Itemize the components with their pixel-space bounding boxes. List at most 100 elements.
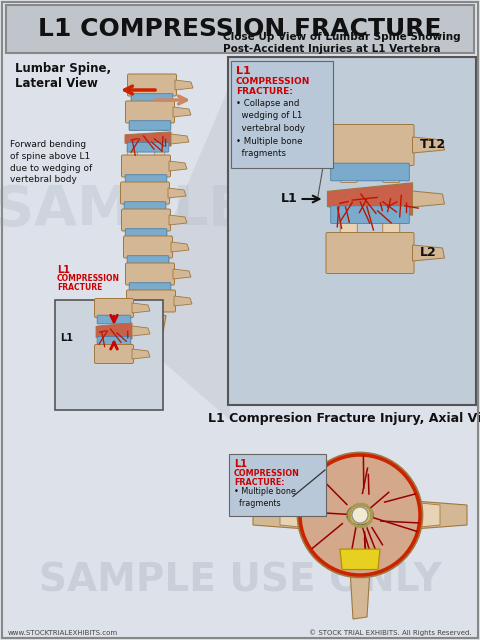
Polygon shape xyxy=(173,269,191,279)
FancyBboxPatch shape xyxy=(132,282,142,292)
Polygon shape xyxy=(412,137,444,153)
FancyBboxPatch shape xyxy=(155,200,165,211)
FancyBboxPatch shape xyxy=(129,283,171,292)
Polygon shape xyxy=(414,501,467,529)
FancyBboxPatch shape xyxy=(383,168,400,182)
FancyBboxPatch shape xyxy=(95,298,133,317)
FancyBboxPatch shape xyxy=(124,202,166,211)
FancyBboxPatch shape xyxy=(129,121,171,131)
FancyBboxPatch shape xyxy=(331,206,409,223)
Polygon shape xyxy=(253,501,306,529)
FancyBboxPatch shape xyxy=(131,93,173,103)
FancyBboxPatch shape xyxy=(97,337,131,345)
Polygon shape xyxy=(171,134,189,144)
Text: SAMPLE USE ONLY: SAMPLE USE ONLY xyxy=(39,561,441,599)
Text: COMPRESSION: COMPRESSION xyxy=(57,274,120,283)
FancyBboxPatch shape xyxy=(97,315,131,324)
Text: L1 Compresion Fracture Injury, Axial View: L1 Compresion Fracture Injury, Axial Vie… xyxy=(208,412,480,425)
Polygon shape xyxy=(132,303,150,313)
Polygon shape xyxy=(96,323,132,339)
FancyBboxPatch shape xyxy=(125,175,167,184)
Text: • Collapse and
  wedging of L1
  vertebral body
• Multiple bone
  fragments: • Collapse and wedging of L1 vertebral b… xyxy=(236,99,305,158)
FancyBboxPatch shape xyxy=(123,236,172,258)
Polygon shape xyxy=(132,349,150,359)
Polygon shape xyxy=(126,316,166,365)
Text: COMPRESSION: COMPRESSION xyxy=(236,77,311,86)
FancyBboxPatch shape xyxy=(126,173,136,184)
FancyBboxPatch shape xyxy=(160,282,170,292)
Polygon shape xyxy=(125,132,171,146)
FancyBboxPatch shape xyxy=(128,74,177,96)
FancyBboxPatch shape xyxy=(125,101,175,123)
Polygon shape xyxy=(327,183,412,215)
Text: Forward bending
of spine above L1
due to wedging of
vertebral body: Forward bending of spine above L1 due to… xyxy=(10,140,92,184)
Text: FRACTURE: FRACTURE xyxy=(57,283,102,292)
Polygon shape xyxy=(168,188,186,198)
FancyBboxPatch shape xyxy=(55,300,163,410)
Polygon shape xyxy=(169,215,187,225)
FancyBboxPatch shape xyxy=(228,57,476,405)
Text: L2: L2 xyxy=(420,246,437,259)
FancyBboxPatch shape xyxy=(157,227,167,239)
Polygon shape xyxy=(412,245,444,261)
Text: L1: L1 xyxy=(60,333,73,343)
Polygon shape xyxy=(169,161,187,171)
FancyBboxPatch shape xyxy=(154,173,164,184)
FancyBboxPatch shape xyxy=(340,223,357,237)
FancyBboxPatch shape xyxy=(125,228,167,238)
Polygon shape xyxy=(155,85,230,420)
Polygon shape xyxy=(420,503,440,527)
FancyBboxPatch shape xyxy=(120,182,169,204)
FancyBboxPatch shape xyxy=(127,147,137,157)
Text: T12: T12 xyxy=(420,138,446,152)
Text: Lumbar Spine,
Lateral View: Lumbar Spine, Lateral View xyxy=(15,62,111,90)
Text: FRACTURE:: FRACTURE: xyxy=(234,478,285,487)
Text: www.STOCKTRIALEXHIBITS.com: www.STOCKTRIALEXHIBITS.com xyxy=(8,630,118,636)
Text: L1: L1 xyxy=(281,193,298,205)
FancyBboxPatch shape xyxy=(127,143,169,152)
FancyBboxPatch shape xyxy=(155,147,165,157)
Circle shape xyxy=(352,507,368,523)
FancyBboxPatch shape xyxy=(159,255,169,266)
FancyBboxPatch shape xyxy=(326,125,414,166)
FancyBboxPatch shape xyxy=(121,209,170,231)
Text: L1: L1 xyxy=(236,66,251,76)
FancyBboxPatch shape xyxy=(121,155,170,177)
Polygon shape xyxy=(174,296,192,306)
FancyBboxPatch shape xyxy=(127,290,176,312)
FancyBboxPatch shape xyxy=(127,256,169,266)
FancyBboxPatch shape xyxy=(229,454,326,516)
Text: © STOCK TRIAL EXHIBITS. All Rights Reserved.: © STOCK TRIAL EXHIBITS. All Rights Reser… xyxy=(310,629,472,636)
FancyBboxPatch shape xyxy=(340,168,357,182)
Polygon shape xyxy=(350,569,370,619)
FancyBboxPatch shape xyxy=(159,93,169,104)
Polygon shape xyxy=(132,326,150,336)
FancyBboxPatch shape xyxy=(131,93,141,104)
Text: COMPRESSION: COMPRESSION xyxy=(234,469,300,478)
Polygon shape xyxy=(175,80,193,90)
Text: FRACTURE:: FRACTURE: xyxy=(236,87,293,96)
Ellipse shape xyxy=(347,505,373,525)
Text: Close Up View of Lumbar Spine Showing
Post-Accident Injuries at L1 Vertebra: Close Up View of Lumbar Spine Showing Po… xyxy=(223,33,461,54)
FancyBboxPatch shape xyxy=(127,200,137,211)
Text: L1: L1 xyxy=(234,459,247,469)
Polygon shape xyxy=(280,503,300,527)
FancyBboxPatch shape xyxy=(95,344,133,364)
Text: L1 COMPRESSION FRACTURE: L1 COMPRESSION FRACTURE xyxy=(38,17,442,41)
Circle shape xyxy=(298,453,422,577)
Polygon shape xyxy=(173,107,191,117)
FancyBboxPatch shape xyxy=(125,263,175,285)
FancyBboxPatch shape xyxy=(157,120,167,131)
FancyBboxPatch shape xyxy=(131,255,141,266)
FancyBboxPatch shape xyxy=(326,232,414,273)
FancyBboxPatch shape xyxy=(129,120,139,131)
FancyBboxPatch shape xyxy=(129,227,139,239)
Text: SAMPLE: SAMPLE xyxy=(0,183,246,237)
FancyBboxPatch shape xyxy=(231,61,333,168)
Polygon shape xyxy=(340,549,380,570)
Polygon shape xyxy=(171,242,189,252)
FancyBboxPatch shape xyxy=(331,163,409,180)
FancyBboxPatch shape xyxy=(6,5,474,53)
Text: L1: L1 xyxy=(57,265,70,275)
Text: • Multiple bone
  fragments: • Multiple bone fragments xyxy=(234,487,296,509)
